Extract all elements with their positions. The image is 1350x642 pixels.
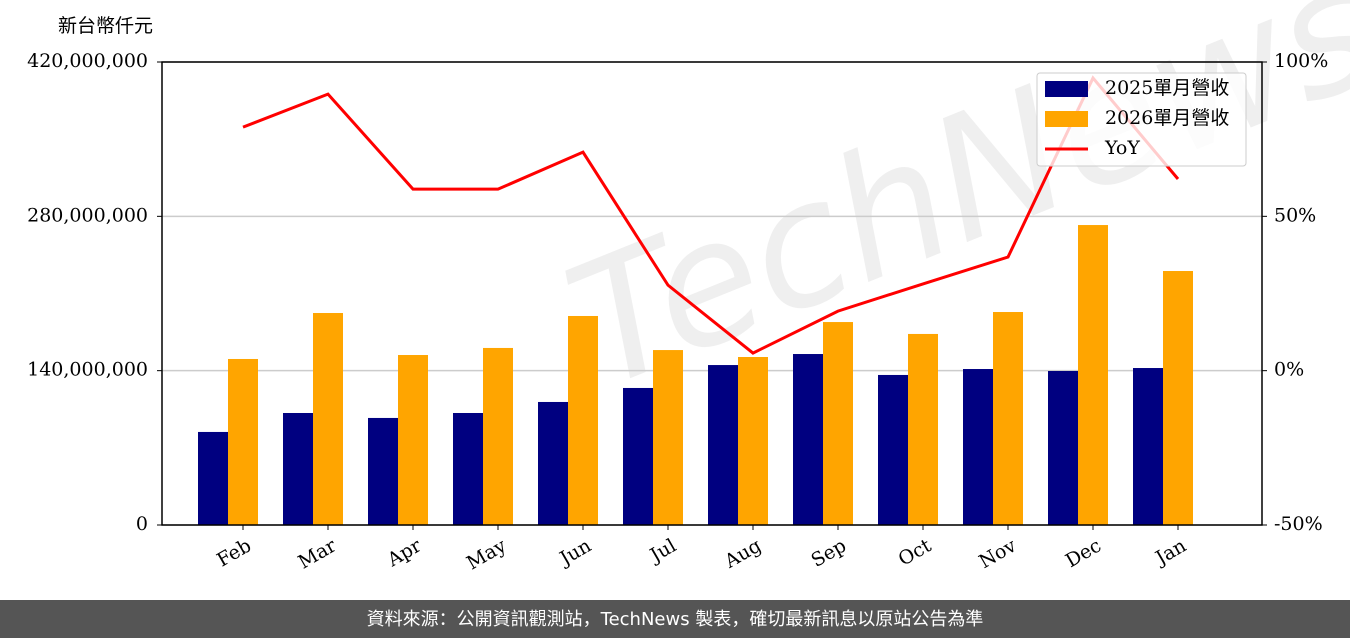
- bar: [623, 387, 653, 525]
- x-tick-label: Mar: [294, 534, 340, 573]
- bar: [993, 312, 1023, 525]
- legend-label: 2025單月營收: [1105, 77, 1229, 99]
- x-tick-label: Feb: [213, 535, 255, 572]
- legend-swatch: [1045, 81, 1088, 97]
- bar: [198, 431, 228, 525]
- bar: [653, 350, 683, 525]
- x-tick-label: Dec: [1062, 535, 1105, 573]
- bar: [538, 401, 568, 525]
- x-tick-label: Aug: [720, 535, 765, 574]
- y-tick-label: 140,000,000: [27, 359, 148, 381]
- legend-label: YoY: [1104, 137, 1140, 159]
- x-tick-label: Jul: [645, 535, 680, 568]
- y2-tick-label: 50%: [1274, 204, 1316, 226]
- x-tick-label: Jan: [1150, 535, 1190, 571]
- bar: [963, 369, 993, 525]
- y2-tick-label: 100%: [1274, 50, 1328, 72]
- yoy-line: [242, 75, 1180, 355]
- x-tick-label: May: [463, 534, 510, 574]
- legend-label: 2026單月營收: [1105, 107, 1229, 129]
- legend: [1036, 72, 1247, 167]
- footer: 資料來源：公開資訊觀測站，TechNews 製表，確切最新訊息以原站公告為準: [367, 609, 984, 630]
- y-axis-label: 新台幣仟元: [58, 15, 153, 37]
- bar: [568, 315, 598, 525]
- x-tick-label: Nov: [975, 534, 1020, 573]
- bar: [708, 365, 738, 525]
- bar: [738, 356, 768, 525]
- x-tick-label: Sep: [807, 535, 850, 572]
- bar: [453, 412, 483, 525]
- plot-frame: [161, 61, 1263, 526]
- y-tick-label: 0: [136, 513, 148, 535]
- bar: [823, 322, 853, 525]
- bar: [368, 417, 398, 525]
- bar: [1078, 225, 1108, 525]
- x-tick-label: Oct: [895, 534, 936, 570]
- bar: [228, 358, 258, 525]
- legend-swatch: [1045, 111, 1088, 127]
- bar: [1133, 368, 1163, 525]
- bar: [878, 374, 908, 525]
- x-tick-label: Apr: [383, 534, 426, 571]
- bar: [283, 412, 313, 525]
- y2-tick-label: -50%: [1274, 513, 1323, 535]
- bar: [483, 347, 513, 525]
- bar: [1048, 370, 1078, 525]
- y-tick-label: 280,000,000: [27, 204, 148, 226]
- y2-tick-label: 0%: [1274, 359, 1304, 381]
- x-tick-label: Jun: [554, 535, 595, 571]
- bar: [908, 333, 938, 525]
- y-tick-label: 420,000,000: [27, 50, 148, 72]
- bar: [313, 313, 343, 525]
- bar: [1163, 271, 1193, 525]
- bar: [793, 354, 823, 525]
- footer-bar: [0, 600, 1350, 638]
- bar: [398, 355, 428, 525]
